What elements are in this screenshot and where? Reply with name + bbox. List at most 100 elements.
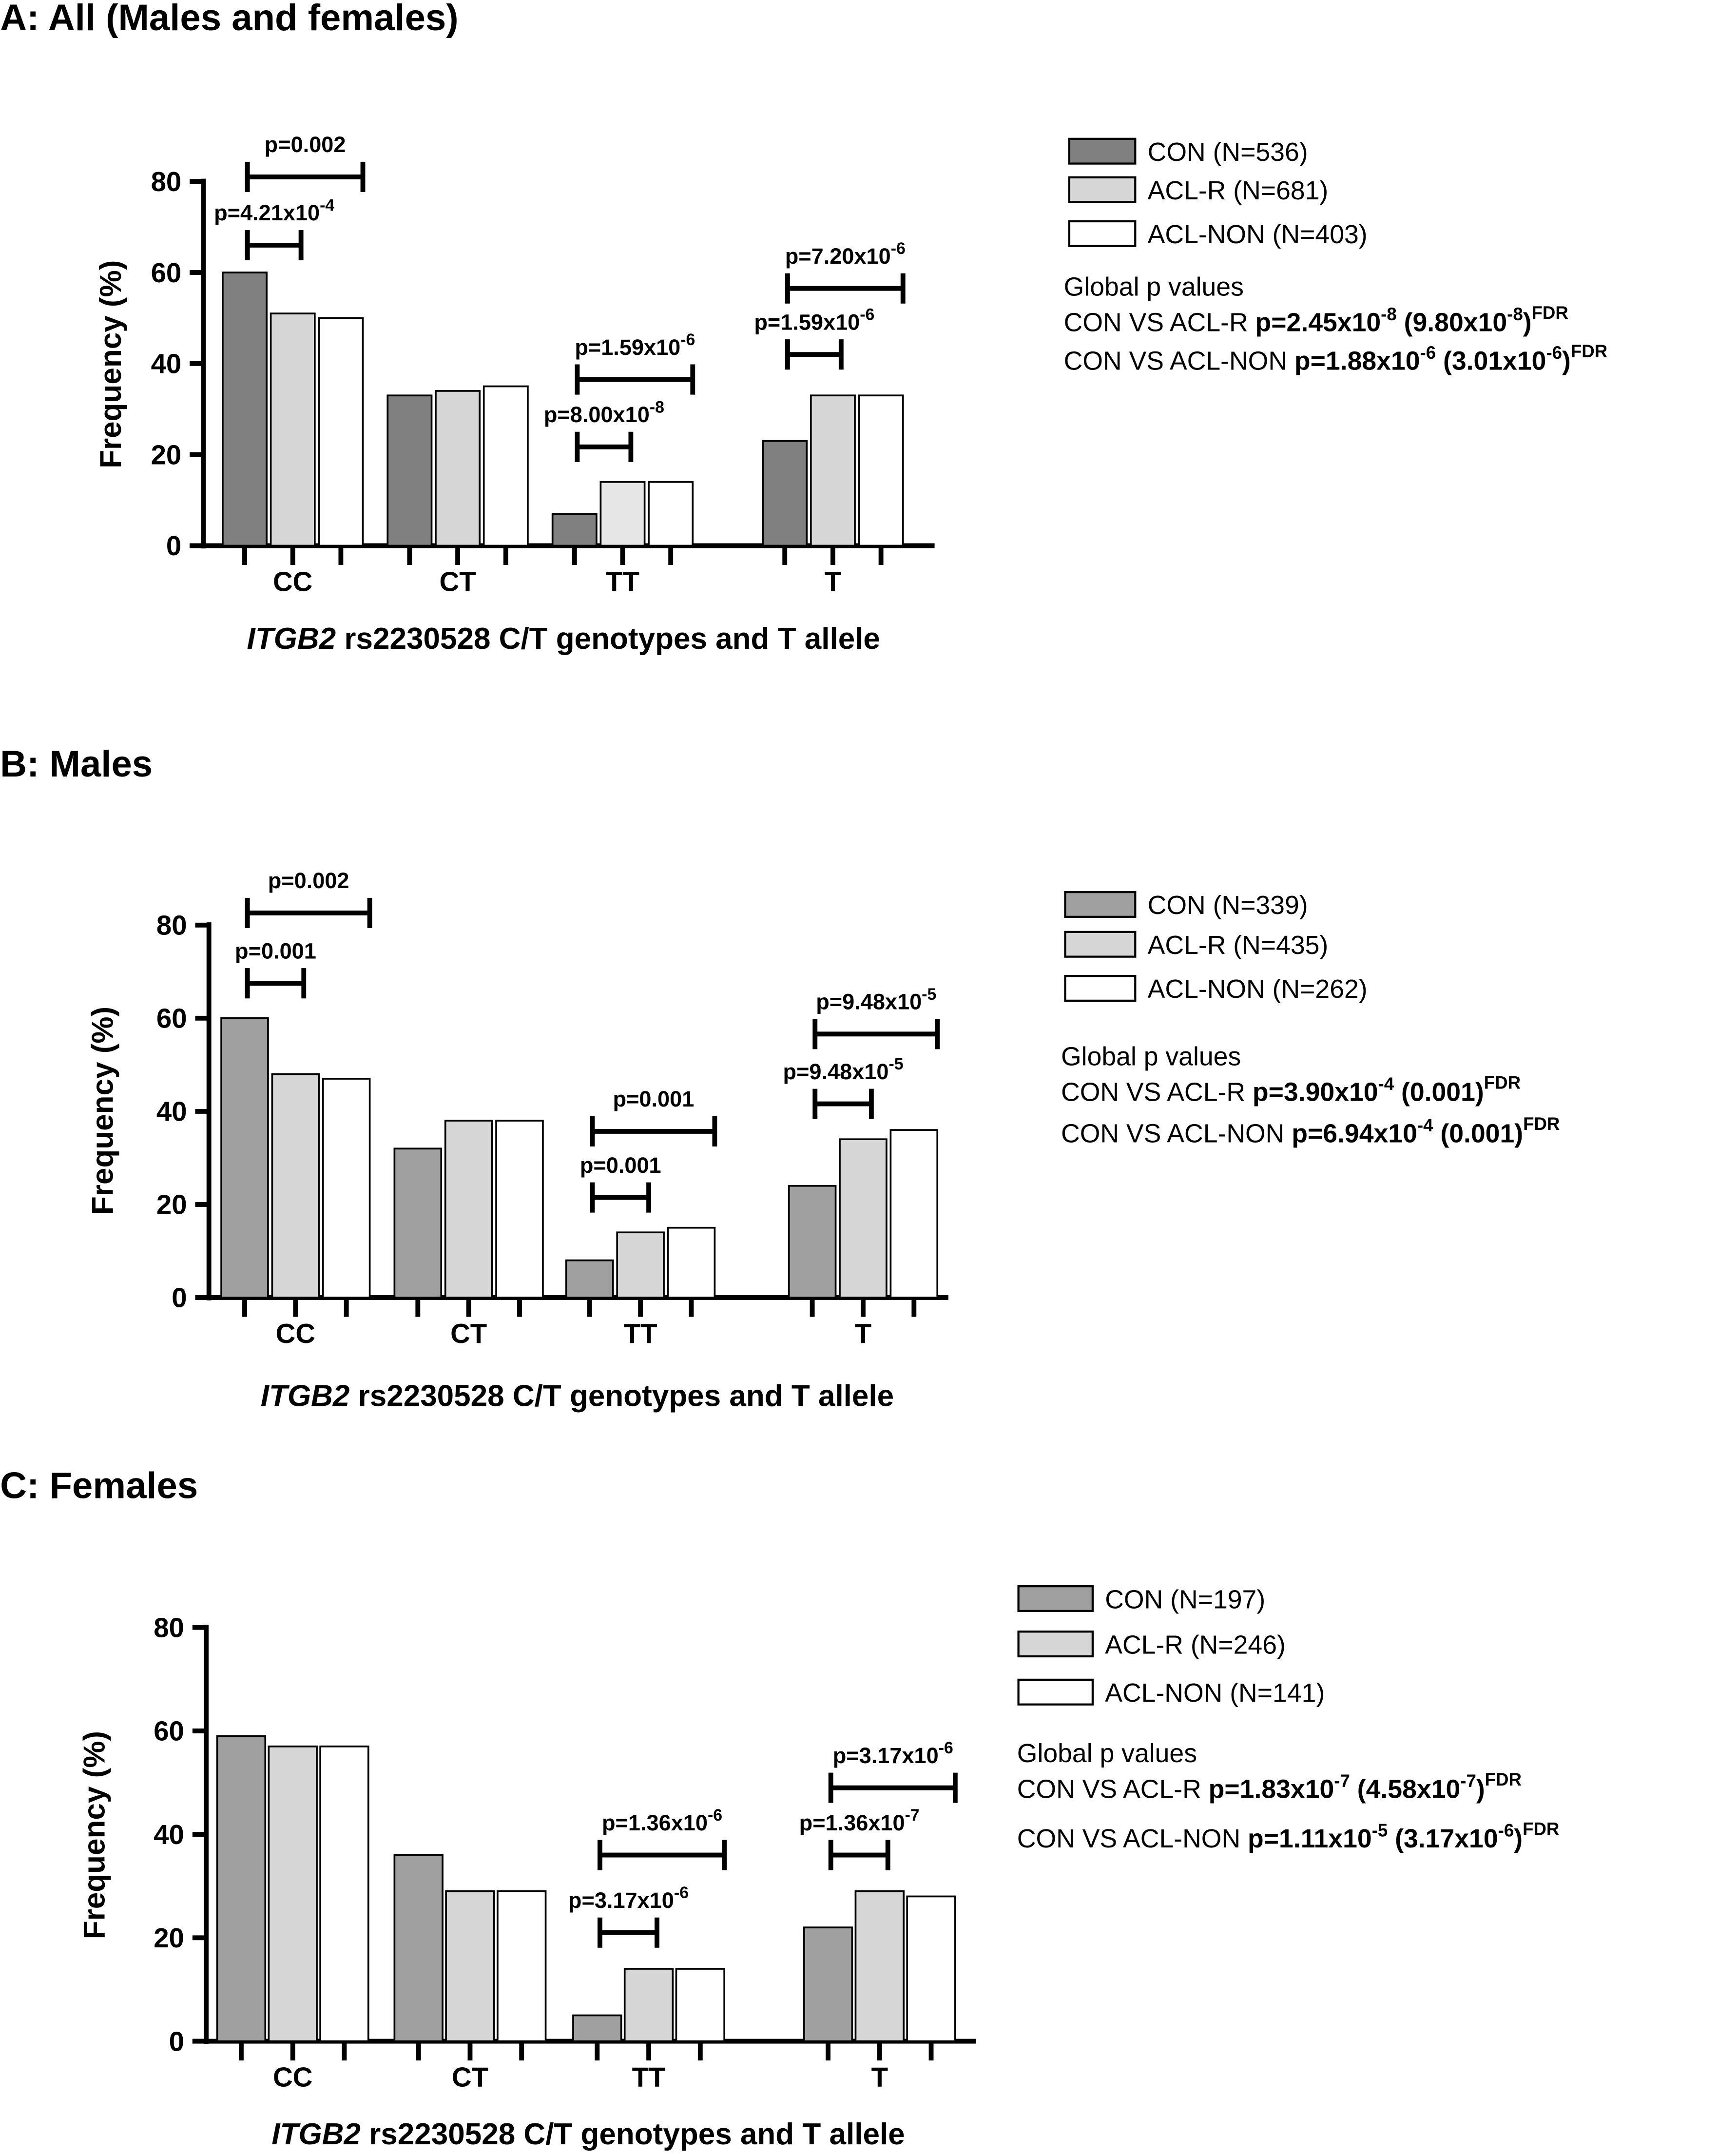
- panel-title: A: All (Males and females): [0, 0, 459, 39]
- x-tick-label: CC: [273, 2062, 312, 2093]
- bar-CC-1: [270, 312, 316, 547]
- significance-bracket: p=3.17x10-6: [568, 1884, 689, 1948]
- p-value: p=8.00x10: [544, 402, 650, 427]
- y-tick-label: 60: [154, 1716, 184, 1747]
- y-tick-label: 40: [156, 1096, 187, 1127]
- p-value: p=4.21x10: [214, 200, 320, 225]
- fdr-value: 0.001: [1449, 1119, 1514, 1148]
- significance-bracket: p=0.001: [580, 1153, 661, 1213]
- fdr-exponent: -7: [1460, 1771, 1476, 1791]
- p-value: p=1.59x10: [575, 335, 680, 360]
- bar-TT-0: [572, 2014, 622, 2042]
- bar-T-2: [906, 1895, 956, 2042]
- y-tick-label: 0: [169, 2026, 184, 2057]
- significance-bracket: p=4.21x10-4: [214, 196, 334, 261]
- significance-bracket: p=9.48x10-5: [783, 1055, 904, 1119]
- p-value-label: p=9.48x10-5: [783, 1055, 904, 1084]
- p-value-exponent: -6: [860, 306, 874, 324]
- global-p-exponent: -8: [1381, 304, 1397, 324]
- global-p-line: CON VS ACL-NON p=6.94x10-4 (0.001)FDR: [1061, 1114, 1560, 1148]
- significance-bracket: p=9.48x10-5: [812, 985, 940, 1049]
- legend-label: ACL-NON (N=141): [1105, 1679, 1325, 1708]
- panel-a: A: All (Males and females) 0 20 40 60 80 Frequ…: [0, 0, 1607, 656]
- global-p-exponent: -4: [1378, 1074, 1394, 1094]
- comparison-label: CON VS ACL-R: [1061, 1078, 1245, 1107]
- global-p-value: p=6.94x10: [1292, 1119, 1417, 1148]
- bar-CT-1: [445, 1890, 495, 2042]
- y-axis-label: Frequency (%): [94, 260, 128, 468]
- fdr-value: 9.80x10: [1412, 309, 1507, 337]
- legend-swatch: [1068, 137, 1137, 165]
- significance-bracket: p=1.59x10-6: [754, 306, 874, 370]
- fdr-tag: FDR: [1485, 1769, 1522, 1789]
- comparison-label: CON VS ACL-NON: [1061, 1119, 1284, 1148]
- fdr-exponent: -6: [1498, 1820, 1514, 1840]
- global-p-exponent: -4: [1417, 1115, 1433, 1135]
- x-axis-label-text: rs2230528 C/T genotypes and T allele: [358, 1379, 894, 1413]
- x-axis-label-text: rs2230528 C/T genotypes and T allele: [369, 2117, 905, 2151]
- x-axis-label-gene: ITGB2: [271, 2117, 361, 2151]
- fdr-exponent: -6: [1546, 343, 1562, 363]
- p-value: p=0.001: [235, 938, 316, 963]
- significance-bracket: p=0.002: [245, 868, 372, 928]
- y-tick-label: 60: [156, 1003, 187, 1034]
- global-p-line: CON VS ACL-R p=2.45x10-8 (9.80x10-8)FDR: [1064, 303, 1568, 337]
- p-value: p=7.20x10: [785, 244, 891, 269]
- legend-label: ACL-NON (N=403): [1148, 220, 1368, 249]
- p-value-exponent: -7: [905, 1806, 920, 1825]
- y-tick-label: 80: [156, 910, 187, 941]
- global-p-value: p=3.90x10: [1253, 1078, 1378, 1107]
- y-tick-label: 80: [154, 1612, 184, 1643]
- legend-swatch: [1068, 220, 1137, 247]
- p-value-label: p=1.36x10-6: [602, 1806, 722, 1835]
- legend-label: CON (N=339): [1148, 891, 1308, 920]
- p-value-label: p=0.001: [613, 1087, 695, 1111]
- legend-swatch: [1064, 931, 1137, 958]
- significance-bracket: p=0.002: [245, 132, 366, 192]
- legend-label: ACL-NON (N=262): [1148, 975, 1368, 1004]
- legend-label: ACL-R (N=246): [1105, 1631, 1286, 1659]
- legend-swatch: [1068, 176, 1137, 203]
- x-axis-label: ITGB2 rs2230528 C/T genotypes and T alle…: [261, 1379, 894, 1413]
- p-value-exponent: -4: [320, 196, 334, 215]
- p-value: p=1.36x10: [602, 1810, 708, 1835]
- p-value-label: p=4.21x10-4: [214, 196, 334, 226]
- global-p-value: p=1.11x10: [1248, 1825, 1372, 1853]
- p-value-label: p=7.20x10-6: [785, 239, 906, 269]
- bar-TT-1: [616, 1231, 665, 1299]
- bar-T-1: [854, 1890, 905, 2042]
- bar-CC-2: [319, 1745, 369, 2042]
- p-value-exponent: -5: [922, 985, 936, 1004]
- p-value: p=9.48x10: [816, 990, 922, 1014]
- global-p-exponent: -5: [1372, 1820, 1388, 1840]
- significance-bracket: p=0.001: [590, 1087, 717, 1146]
- p-value: p=0.001: [580, 1153, 661, 1178]
- bar-TT-1: [623, 1968, 674, 2042]
- bar-CC-0: [216, 1735, 267, 2042]
- global-p-line: CON VS ACL-R p=1.83x10-7 (4.58x10-7)FDR: [1017, 1769, 1522, 1804]
- significance-bracket: p=0.001: [235, 938, 316, 999]
- global-p-value: p=1.83x10: [1209, 1775, 1334, 1804]
- y-tick-label: 20: [154, 1923, 184, 1953]
- p-value: p=9.48x10: [783, 1059, 889, 1084]
- fdr-value: 3.01x10: [1452, 347, 1546, 376]
- x-axis-label-text: rs2230528 C/T genotypes and T allele: [344, 622, 880, 656]
- p-value-label: p=1.59x10-6: [575, 330, 695, 360]
- legend-label: CON (N=197): [1105, 1585, 1265, 1614]
- x-axis-label: ITGB2 rs2230528 C/T genotypes and T alle…: [247, 622, 880, 656]
- legend-swatch: [1017, 1631, 1094, 1658]
- bar-TT-1: [599, 481, 646, 547]
- bar-T-2: [889, 1129, 939, 1299]
- fdr-tag: FDR: [1571, 341, 1607, 361]
- global-p-value: p=1.88x10: [1294, 347, 1420, 376]
- fdr-tag: FDR: [1484, 1072, 1521, 1092]
- y-tick-label: 20: [151, 439, 182, 470]
- global-p-exponent: -6: [1420, 343, 1436, 363]
- comparison-label: CON VS ACL-NON: [1064, 347, 1287, 376]
- p-value-label: p=3.17x10-6: [568, 1884, 689, 1913]
- p-value: p=1.59x10: [754, 310, 860, 334]
- x-tick-label: CT: [440, 566, 476, 597]
- legend-label: CON (N=536): [1148, 138, 1308, 167]
- comparison-label: CON VS ACL-R: [1064, 309, 1248, 337]
